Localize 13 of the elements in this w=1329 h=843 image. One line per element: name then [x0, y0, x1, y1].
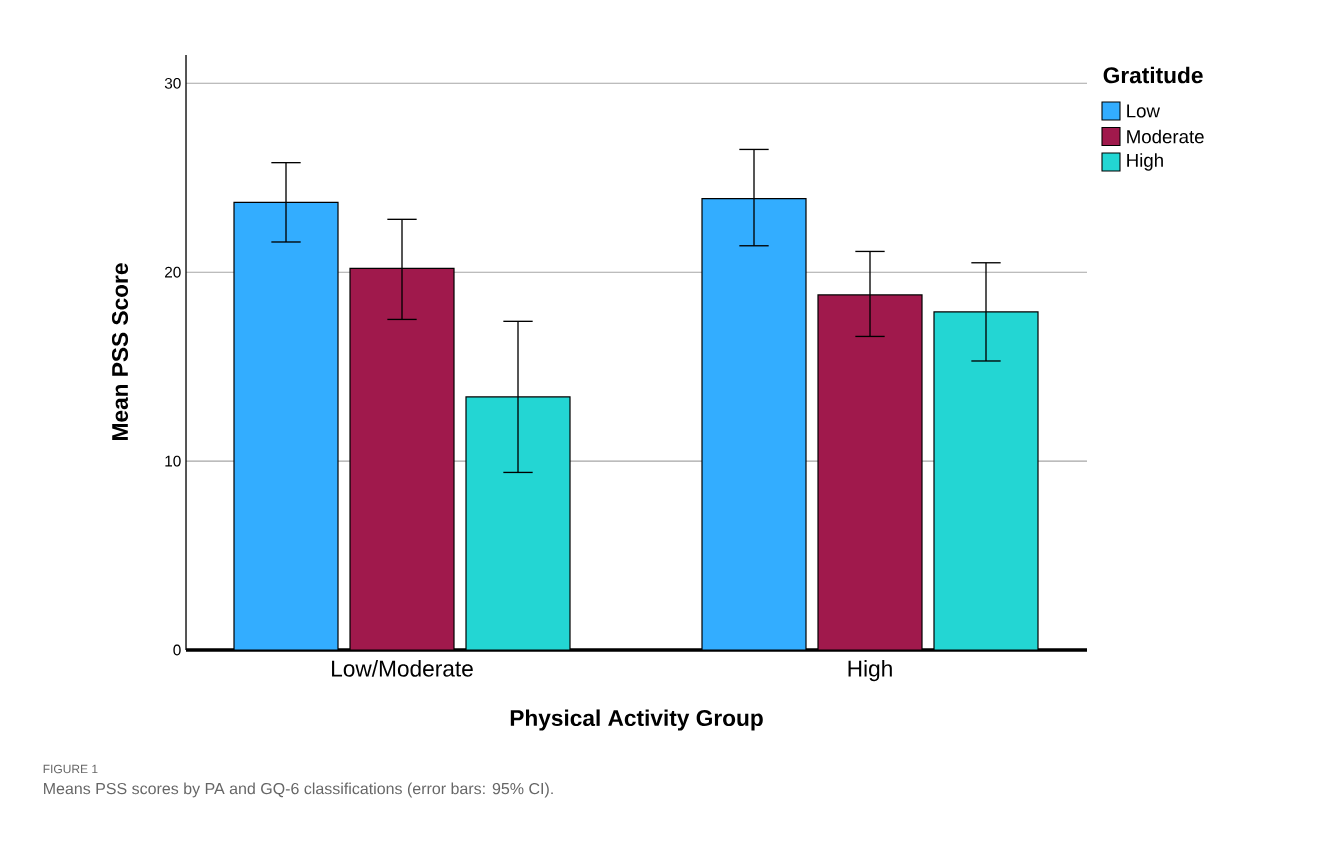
y-axis-title: Mean PSS Score: [111, 263, 129, 440]
legend-title: Gratitude: [1103, 66, 1203, 84]
y-tick-label: 30: [164, 77, 181, 89]
legend-label: High: [1127, 153, 1163, 171]
legend-label: Low: [1127, 104, 1160, 118]
y-tick-label: 10: [165, 455, 181, 467]
x-tick-label: Low/Moderate: [332, 660, 473, 677]
text: Means PSS scores by PA and GQ-6 classifications (error bars: 95% CI).: [44, 782, 553, 798]
x-axis-title: Physical Activity Group: [510, 709, 763, 731]
legend-label: Moderate: [1127, 129, 1204, 144]
y-tick-label: 0: [173, 644, 181, 656]
caption: FIGURE 1: [43, 764, 98, 774]
y-tick-label: 20: [165, 266, 181, 278]
